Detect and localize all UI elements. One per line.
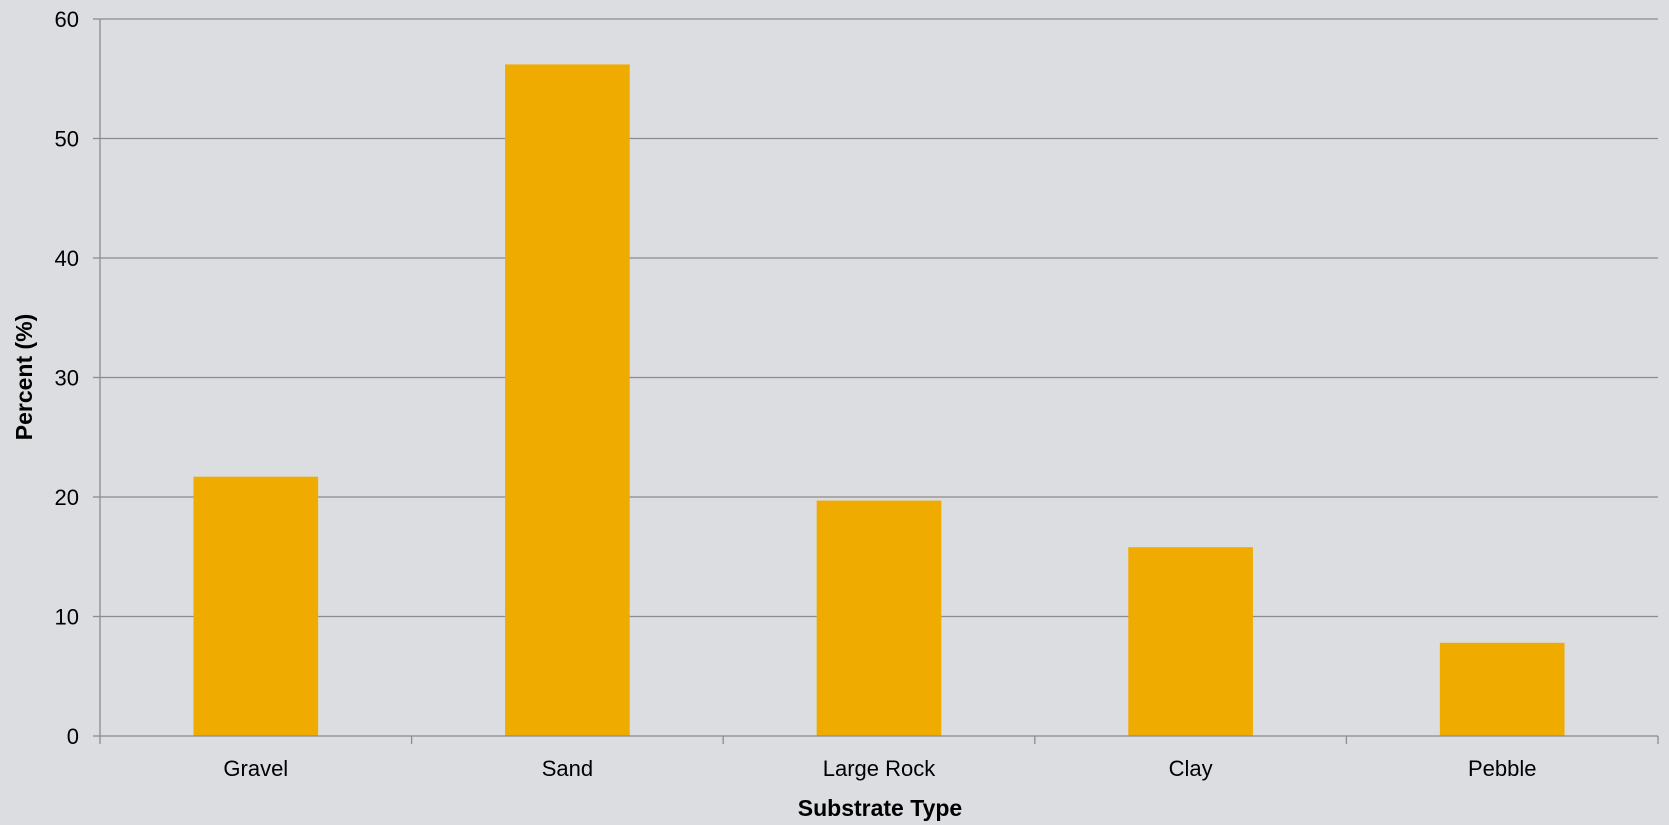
y-tick-label: 0 [67, 724, 79, 749]
x-tick-label: Gravel [223, 756, 288, 781]
x-tick-labels: Gravel Sand Large Rock Clay Pebble [223, 756, 1536, 781]
y-tick-label: 50 [55, 127, 79, 152]
y-tick-label: 40 [55, 246, 79, 271]
bars [193, 64, 1565, 736]
x-tick-label: Sand [542, 756, 593, 781]
axes [93, 18, 1659, 744]
bar-gravel [193, 476, 319, 736]
y-tick-labels: 0 10 20 30 40 50 60 [55, 7, 79, 749]
bar-sand [505, 64, 630, 736]
gridlines [100, 18, 1658, 618]
y-tick-label: 10 [55, 605, 79, 630]
y-axis-title: Percent (%) [11, 314, 37, 441]
y-tick-label: 20 [55, 485, 79, 510]
bar-clay [1128, 547, 1253, 736]
x-tick-label: Large Rock [823, 756, 937, 781]
y-tick-label: 30 [55, 366, 79, 391]
x-tick-label: Pebble [1468, 756, 1537, 781]
x-axis-title: Substrate Type [798, 795, 962, 821]
x-tick-label: Clay [1169, 756, 1213, 781]
bar-pebble [1439, 642, 1565, 736]
bar-large-rock [816, 500, 942, 736]
y-tick-label: 60 [55, 7, 79, 32]
